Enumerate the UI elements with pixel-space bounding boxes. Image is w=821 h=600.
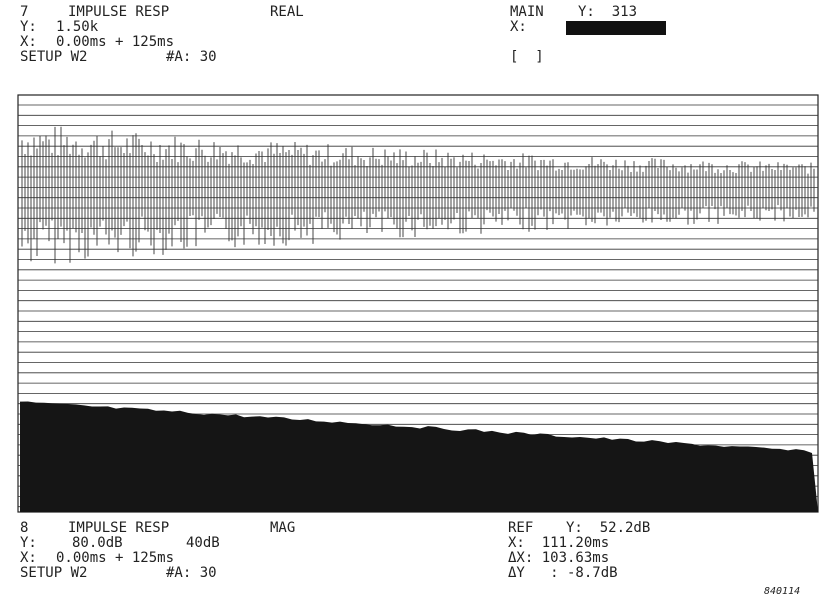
x-value: 0.00ms + 125ms bbox=[56, 34, 174, 50]
marker-name: REF bbox=[508, 520, 533, 536]
marker-dy: ΔY : -8.7dB bbox=[508, 565, 618, 581]
bracket: [ ] bbox=[510, 49, 544, 65]
trace-mode: MAG bbox=[270, 520, 295, 536]
y-scale: 40dB bbox=[186, 535, 220, 551]
y-label: Y: bbox=[20, 19, 37, 35]
marker-x-highlight bbox=[566, 21, 666, 35]
averages: #A: 30 bbox=[166, 49, 217, 65]
marker-x-label: X: bbox=[510, 19, 527, 35]
marker-name: MAIN bbox=[510, 4, 544, 20]
trace-title: IMPULSE RESP bbox=[68, 4, 169, 20]
y-label: Y: bbox=[20, 535, 37, 551]
setup: SETUP W2 bbox=[20, 565, 87, 581]
readouts: 7 IMPULSE RESP REAL Y: 1.50k X: 0.00ms +… bbox=[20, 4, 800, 597]
y-value: 1.50k bbox=[56, 19, 99, 35]
trace-number: 7 bbox=[20, 4, 28, 20]
x-label: X: bbox=[20, 34, 37, 50]
magnitude-fill bbox=[20, 401, 818, 512]
y-value: 80.0dB bbox=[72, 535, 123, 551]
trace-mode: REAL bbox=[270, 4, 304, 20]
figure-id: 840114 bbox=[764, 586, 800, 597]
marker-dx: ΔX: 103.63ms bbox=[508, 550, 609, 566]
x-value: 0.00ms + 125ms bbox=[56, 550, 174, 566]
trace-number: 8 bbox=[20, 520, 28, 536]
marker-y: Y: 52.2dB bbox=[566, 520, 650, 536]
setup: SETUP W2 bbox=[20, 49, 87, 65]
averages: #A: 30 bbox=[166, 565, 217, 581]
marker-y: Y: 313 bbox=[578, 4, 637, 20]
magnitude-trace bbox=[20, 401, 818, 512]
trace-title: IMPULSE RESP bbox=[68, 520, 169, 536]
x-label: X: bbox=[20, 550, 37, 566]
real-waveform bbox=[21, 126, 815, 264]
marker-x: X: 111.20ms bbox=[508, 535, 609, 551]
